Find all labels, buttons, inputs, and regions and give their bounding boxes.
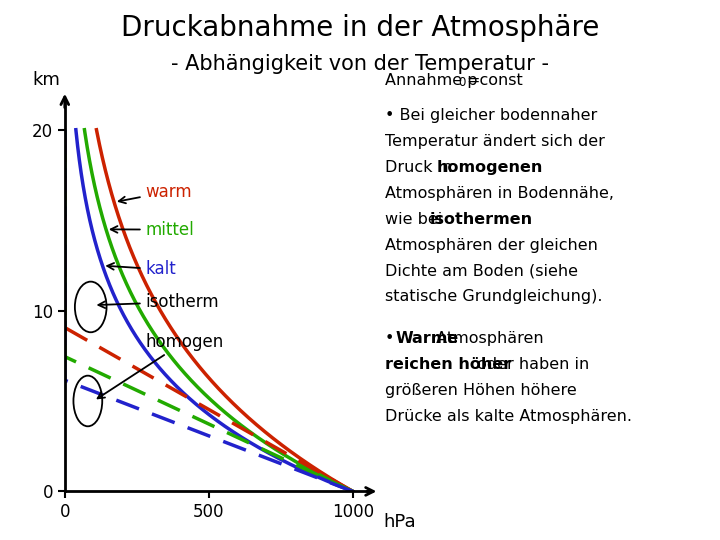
Text: Atmosphären in Bodennähe,: Atmosphären in Bodennähe, <box>385 186 614 201</box>
Text: Atmosphären: Atmosphären <box>431 331 543 346</box>
Text: Druckabnahme in der Atmosphäre: Druckabnahme in der Atmosphäre <box>121 14 599 42</box>
Text: Druck in: Druck in <box>385 160 458 175</box>
Text: homogen: homogen <box>98 333 224 399</box>
Text: isothermen: isothermen <box>430 212 533 227</box>
Text: hPa: hPa <box>384 513 416 531</box>
Text: statische Grundgleichung).: statische Grundgleichung). <box>385 289 603 305</box>
Text: - Abhängigkeit von der Temperatur -: - Abhängigkeit von der Temperatur - <box>171 54 549 74</box>
Text: Drücke als kalte Atmosphären.: Drücke als kalte Atmosphären. <box>385 409 632 424</box>
Text: •: • <box>385 331 400 346</box>
Text: km: km <box>32 71 60 89</box>
Text: reichen höher: reichen höher <box>385 357 511 372</box>
Text: Temperatur ändert sich der: Temperatur ändert sich der <box>385 134 605 149</box>
Text: oder haben in: oder haben in <box>472 357 590 372</box>
Text: =const: =const <box>467 73 523 88</box>
Text: homogenen: homogenen <box>436 160 543 175</box>
Text: Atmosphären der gleichen: Atmosphären der gleichen <box>385 238 598 253</box>
Text: Annahme p: Annahme p <box>385 73 477 88</box>
Text: wie bei: wie bei <box>385 212 448 227</box>
Text: Dichte am Boden (siehe: Dichte am Boden (siehe <box>385 264 578 279</box>
Text: größeren Höhen höhere: größeren Höhen höhere <box>385 383 577 398</box>
Text: mittel: mittel <box>111 221 194 239</box>
Text: isotherm: isotherm <box>99 293 219 311</box>
Text: 0: 0 <box>459 76 466 89</box>
Text: • Bei gleicher bodennaher: • Bei gleicher bodennaher <box>385 108 598 123</box>
Text: kalt: kalt <box>107 260 176 279</box>
Text: Warme: Warme <box>395 331 459 346</box>
Text: warm: warm <box>119 183 192 203</box>
